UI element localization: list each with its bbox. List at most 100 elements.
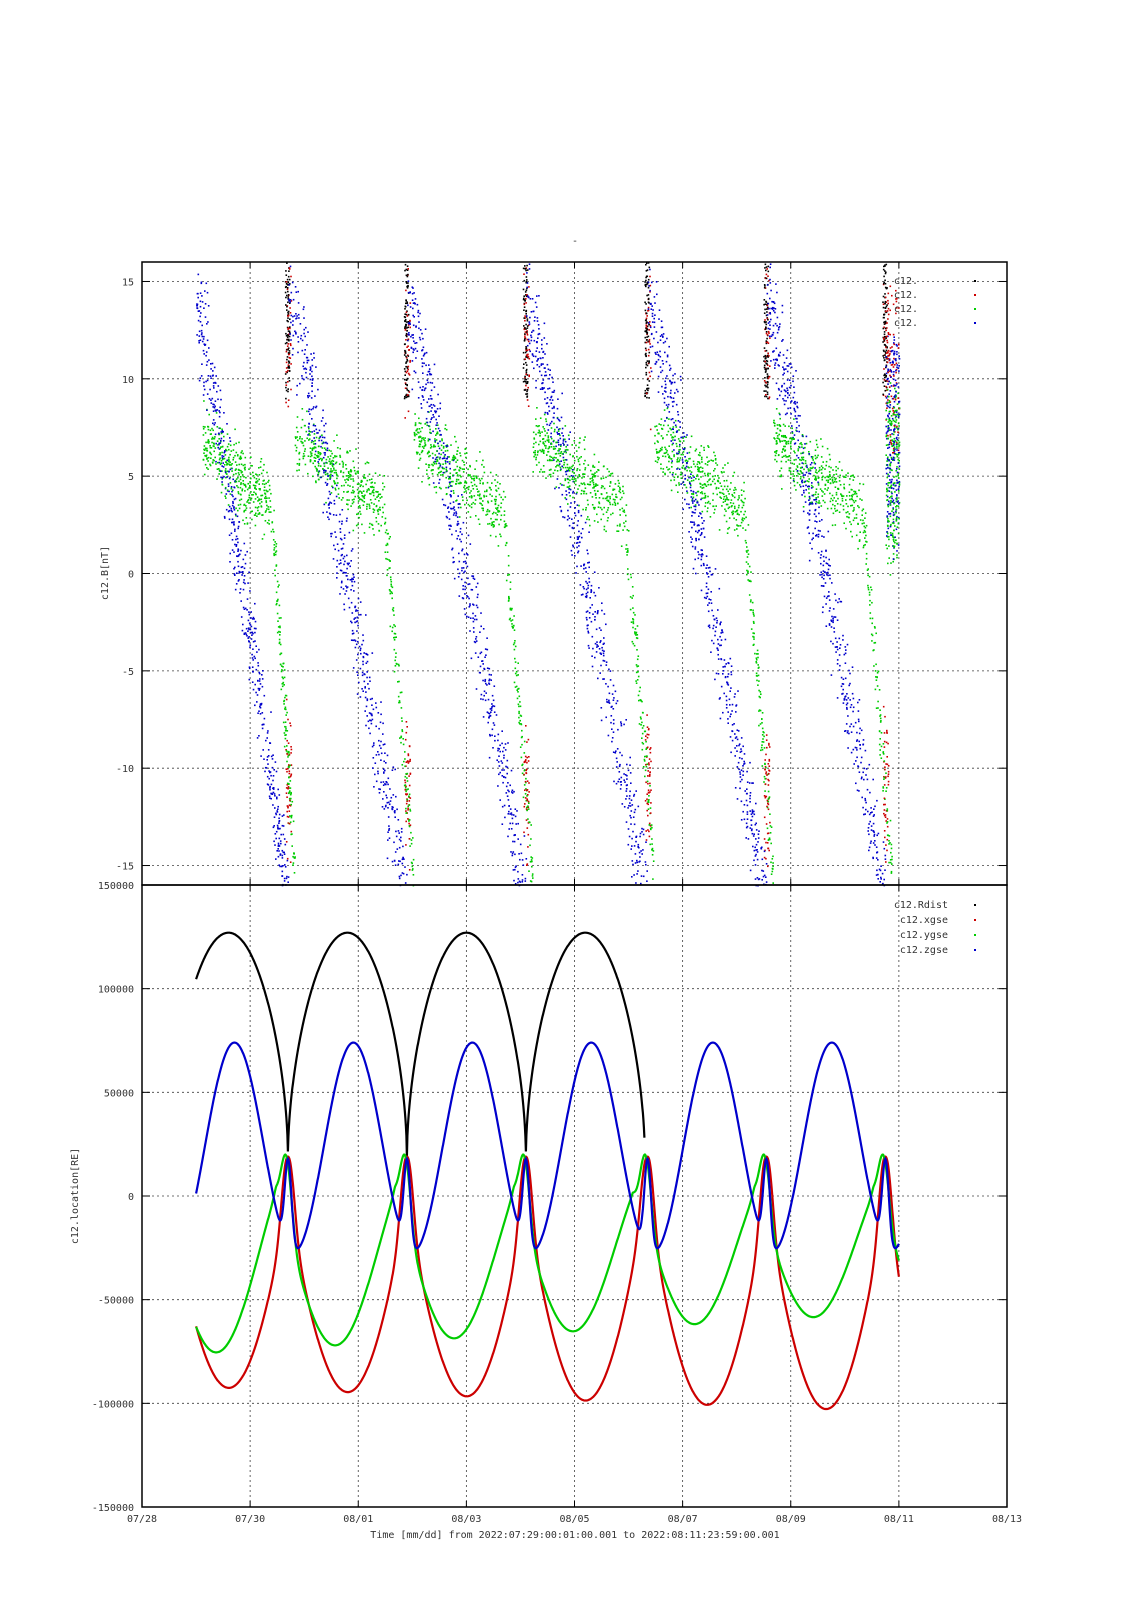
bz-point [291,281,294,284]
by-point [368,507,371,509]
by-point [340,499,343,501]
bx-point [646,802,648,805]
by-point [357,495,359,497]
by-point [335,455,338,458]
bz-point [485,682,487,685]
by-point [352,529,355,532]
bmag-point [644,301,646,304]
bz-point [553,412,555,414]
bz-point [515,865,517,867]
bx-point [405,289,407,292]
bz-point [536,364,539,366]
bx-point [649,375,651,378]
by-point [241,450,243,452]
bx-point [406,354,409,356]
bz-point [219,411,221,414]
bmag-point [644,347,647,350]
by-point [553,422,555,425]
bx-point [526,756,528,759]
by-point [377,491,379,493]
by-point [309,434,311,436]
by-point [543,443,545,445]
by-point [459,466,461,469]
bz-point [384,805,387,808]
by-point [207,456,210,459]
bz-point [512,840,514,843]
bx-point [525,373,527,376]
by-point [352,489,354,492]
by-point [313,446,316,448]
bz-point [619,781,622,783]
by-point [357,500,360,502]
bz-point [343,608,346,611]
bz-point [312,424,315,427]
by-point [429,447,432,449]
bz-point [284,864,286,866]
bz-point [591,665,594,668]
bz-point [309,368,312,370]
bx-point [526,798,528,800]
bz-point [406,873,408,876]
by-point [275,564,278,566]
by-point [553,456,556,459]
by-point [308,438,311,440]
bz-point [351,577,353,580]
bmag-point [287,360,290,362]
by-point [459,482,461,485]
bz-point [344,560,346,563]
bmag-point [288,350,291,352]
bz-point [235,544,238,546]
bz-point [244,607,247,610]
by-point [698,478,700,481]
by-point [569,495,571,497]
by-point [309,447,312,449]
by-point [360,484,362,486]
by-point [528,802,530,804]
bz-point [498,765,501,767]
by-point [339,456,342,458]
by-point [237,476,239,479]
by-point [495,474,498,476]
bz-point [196,304,198,307]
by-point [535,441,537,444]
by-point [301,418,304,421]
bz-point [441,498,444,501]
by-point [646,755,648,757]
by-point [616,496,618,499]
by-point [404,784,407,786]
bz-point [701,549,703,552]
by-point [627,549,629,552]
bz-point [557,398,559,400]
by-point [512,626,514,629]
by-point [418,436,420,439]
by-point [268,484,271,487]
bz-point [583,587,585,590]
bmag-point [526,389,529,391]
bz-point [341,553,343,556]
by-point [226,473,228,475]
bz-point [371,745,374,748]
by-point [258,499,260,501]
by-point [578,474,580,476]
by-point [494,479,496,481]
by-point [478,490,480,493]
by-point [476,477,478,479]
by-point [650,828,652,831]
by-point [497,509,499,512]
by-point [273,547,276,549]
bz-point [430,373,433,376]
by-point [250,499,252,501]
bz-point [668,364,671,367]
by-point [577,458,580,461]
by-point [271,521,274,523]
top-panel-grid [142,262,1007,885]
bz-point [484,648,487,650]
bz-point [487,721,489,724]
bz-point [496,759,498,761]
bz-point [202,394,205,396]
by-point [526,809,528,812]
by-point [404,786,407,789]
by-point [339,447,341,450]
bz-point [398,860,400,862]
bz-point [472,612,474,615]
